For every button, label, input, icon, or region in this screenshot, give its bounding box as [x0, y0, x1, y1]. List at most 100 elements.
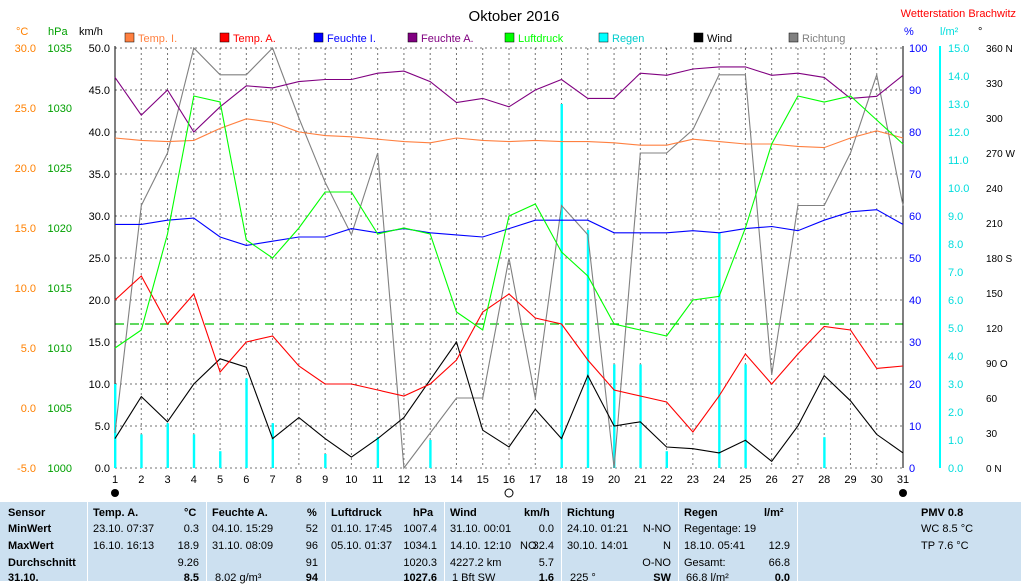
wind-axis-unit: km/h [79, 26, 103, 38]
x-axis: 1 2 3 4 5 6 7 8 9 10 11 12 13 14 15 16 17 18 19 20 21 22 23 24 2… [111, 474, 909, 498]
wind-distance: 4227.2 km [450, 557, 502, 569]
direction-tick-label: 210 [986, 219, 1003, 230]
rain-tick-label: 4.0 [948, 351, 963, 363]
direction-avg-value: O-NO [642, 557, 671, 569]
rain-tick-label: 3.0 [948, 379, 963, 391]
x-tick-label: 9 [322, 474, 328, 486]
legend-swatch-rain [598, 32, 609, 43]
rain-tick-label: 11.0 [948, 155, 969, 167]
rain-days: Regentage: 19 [684, 523, 757, 535]
direction-current-degrees: 225 ° [570, 572, 596, 584]
legend-swatch-wind [693, 32, 704, 43]
statistics-panel: Sensor MinWert MaxWert Durchschnitt 31.1… [0, 502, 1021, 584]
pressure-header-unit: hPa [413, 507, 434, 519]
direction-current-value: SW [653, 572, 671, 584]
rain-header-unit: l/m² [764, 507, 784, 519]
wind-tick-label: 30.0 [89, 211, 110, 223]
temp-max-value: 18.9 [177, 540, 199, 552]
x-tick-label: 2 [138, 474, 144, 486]
temp-tick-label: 30.0 [15, 43, 36, 55]
direction-tick-label: 240 [986, 184, 1003, 195]
pressure-min-value: 1007.4 [403, 523, 437, 535]
humidity-axis-unit: % [904, 26, 914, 38]
humidity-current-value: 94 [305, 572, 318, 584]
rain-total-value: 66.8 [768, 557, 790, 569]
temp-header: Temp. A. [93, 507, 139, 519]
wind-tick-label: 50.0 [89, 43, 110, 55]
wind-tick-label: 35.0 [89, 169, 110, 181]
temp-tick-label: 25.0 [15, 103, 36, 115]
legend-label-pressure: Luftdruck [518, 33, 564, 45]
x-tick-label: 29 [844, 474, 856, 486]
x-tick-label: 14 [450, 474, 462, 486]
humidity-avg-value: 91 [305, 557, 318, 569]
row-label-min: MinWert [8, 523, 52, 535]
humidity-min-time: 04.10. 15:29 [212, 523, 274, 535]
rain-bar [823, 437, 826, 468]
rain-max-value: 12.9 [768, 540, 790, 552]
rain-bar [140, 434, 143, 468]
temp-tick-label: 0.0 [21, 403, 36, 415]
legend-swatch-hum_a [407, 32, 418, 43]
direction-min-time: 24.10. 01:21 [567, 523, 629, 535]
direction-min-value: N-NO [642, 523, 671, 535]
pressure-tick-label: 1025 [48, 163, 72, 175]
x-tick-label: 15 [477, 474, 489, 486]
rain-bar [192, 434, 196, 468]
rain-bar [429, 440, 432, 468]
rain-max-time: 18.10. 05:41 [684, 540, 746, 552]
wind-tick-label: 10.0 [89, 379, 110, 391]
x-tick-label: 5 [217, 474, 223, 486]
legend-label-hum_i: Feuchte I. [327, 33, 376, 45]
rain-tick-label: 12.0 [948, 127, 969, 139]
legend-label-hum_a: Feuchte A. [421, 33, 474, 45]
series-line-direction [114, 46, 904, 470]
humidity-max-time: 31.10. 08:09 [212, 540, 274, 552]
pressure-tick-label: 1015 [48, 283, 72, 295]
humidity-tick-label: 40 [909, 295, 921, 307]
sensor-header: Sensor [8, 507, 46, 519]
direction-tick-label: 0 N [986, 464, 1002, 475]
series-line-temp_a [114, 275, 904, 433]
wind-tick-label: 40.0 [89, 127, 110, 139]
temp-current-value: 8.5 [183, 572, 199, 584]
wind-tick-label: 20.0 [89, 295, 110, 307]
x-tick-label: 4 [191, 474, 197, 486]
x-tick-label: 20 [608, 474, 620, 486]
direction-max-value: N [663, 540, 671, 552]
x-tick-label: 23 [687, 474, 699, 486]
wind-chill: WC 8.5 °C [921, 523, 974, 535]
x-tick-label: 24 [713, 474, 725, 486]
humidity-tick-label: 10 [909, 421, 921, 433]
wind-tick-label: 0.0 [95, 463, 110, 475]
rain-total-label: Gesamt: [684, 557, 726, 569]
x-tick-label: 19 [582, 474, 594, 486]
temp-tick-label: 15.0 [15, 223, 36, 235]
humidity-tick-label: 0 [909, 463, 915, 475]
wind-max-direction: NO [520, 540, 537, 552]
new-moon-marker [899, 489, 907, 497]
humidity-tick-label: 60 [909, 211, 921, 223]
direction-tick-label: 360 N [986, 44, 1013, 55]
rain-tick-label: 8.0 [948, 239, 963, 251]
rain-tick-label: 13.0 [948, 99, 969, 111]
x-tick-label: 11 [372, 474, 383, 486]
temp-min-value: 0.3 [183, 523, 199, 535]
legend-label-rain: Regen [612, 33, 644, 45]
x-tick-label: 8 [296, 474, 302, 486]
direction-tick-label: 180 S [986, 254, 1012, 265]
x-tick-label: 16 [503, 474, 515, 486]
x-tick-label: 26 [766, 474, 778, 486]
dew-point: TP 7.6 °C [921, 540, 969, 552]
pressure-avg-value: 1020.3 [403, 557, 437, 569]
rain-tick-label: 0.0 [948, 463, 963, 475]
wind-tick-label: 15.0 [89, 337, 110, 349]
wind-tick-label: 25.0 [89, 253, 110, 265]
x-tick-label: 13 [424, 474, 436, 486]
pressure-tick-label: 1020 [48, 223, 72, 235]
rain-axis-unit: l/m² [940, 26, 959, 38]
direction-tick-label: 120 [986, 324, 1003, 335]
wind-beaufort: 1 Bft SW [452, 572, 496, 584]
wind-tick-label: 5.0 [95, 421, 110, 433]
series-line-wind [114, 340, 904, 463]
